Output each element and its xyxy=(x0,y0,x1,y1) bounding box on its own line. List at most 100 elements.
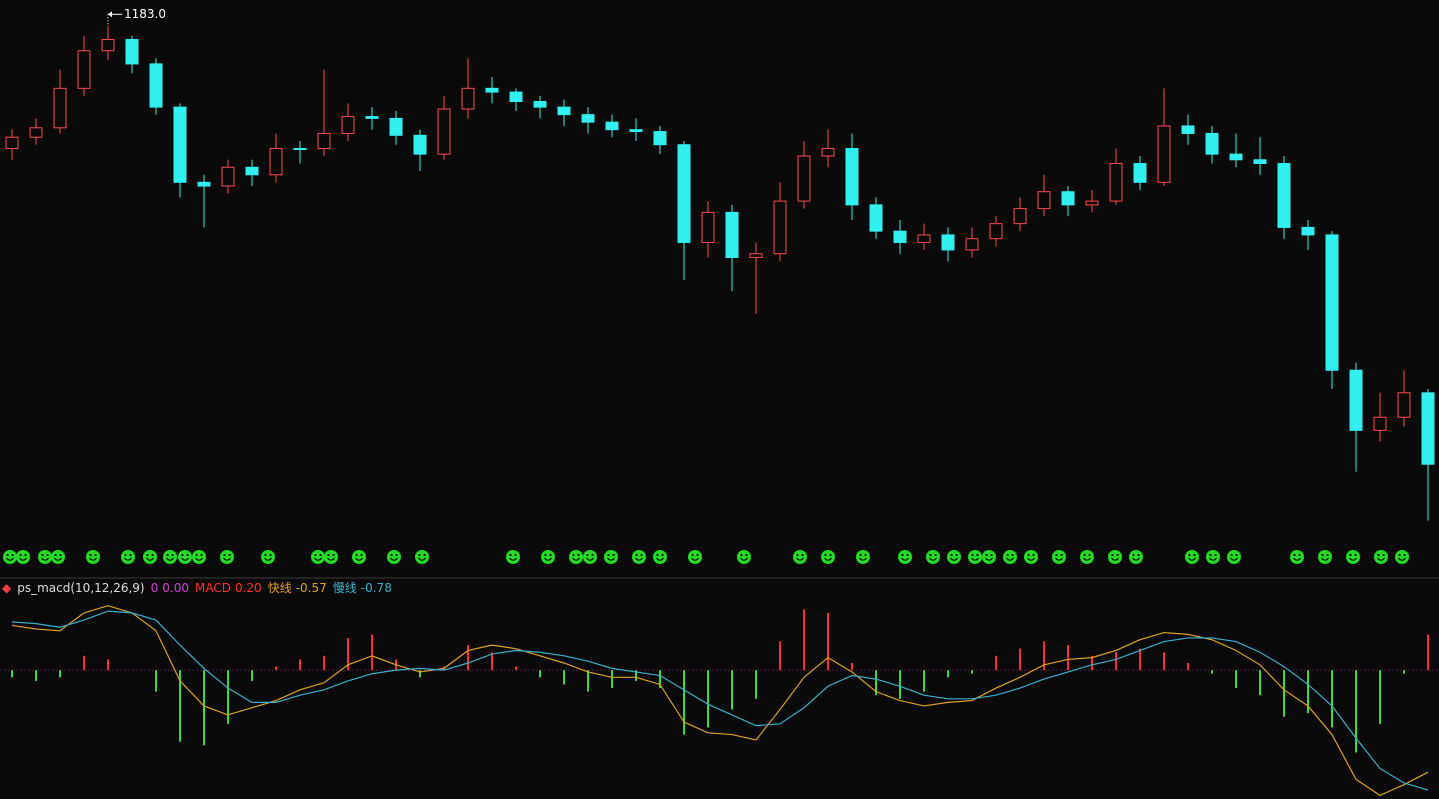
smiley-face xyxy=(261,550,275,564)
smiley-mouth xyxy=(509,557,517,561)
legend-name: 慢线 xyxy=(332,581,357,595)
smiley-mouth xyxy=(6,557,14,561)
legend-name: MACD xyxy=(194,581,231,595)
smiley-mouth xyxy=(41,557,49,561)
smiley-mouth xyxy=(859,557,867,561)
smiley-face xyxy=(1003,550,1017,564)
smiley-mouth xyxy=(418,557,426,561)
smiley-face xyxy=(51,550,65,564)
smiley-eye xyxy=(327,553,330,557)
candle-body xyxy=(773,200,787,255)
smiley-eye xyxy=(46,553,49,557)
smiley-face xyxy=(793,550,807,564)
smiley-face xyxy=(1374,550,1388,564)
smiley-eye xyxy=(59,553,62,557)
smiley-eye xyxy=(195,553,198,557)
smiley-face xyxy=(3,550,17,564)
smiley-eye xyxy=(41,553,44,557)
candle-body xyxy=(485,87,499,93)
smiley-mouth xyxy=(824,557,832,561)
smiley-face xyxy=(324,550,338,564)
smiley-face xyxy=(16,550,30,564)
smiley-mouth xyxy=(124,557,132,561)
smiley-eye xyxy=(635,553,638,557)
candle-body xyxy=(1277,163,1291,228)
candle-body xyxy=(317,132,331,149)
smiley-eye xyxy=(950,553,953,557)
smiley-eye xyxy=(124,553,127,557)
candle-body xyxy=(1205,132,1219,155)
smiley-eye xyxy=(332,553,335,557)
smiley-eye xyxy=(166,553,169,557)
smiley-mouth xyxy=(89,557,97,561)
smiley-eye xyxy=(740,553,743,557)
smiley-face xyxy=(653,550,667,564)
smiley-mouth xyxy=(971,557,979,561)
smiley-eye xyxy=(572,553,575,557)
smiley-face xyxy=(583,550,597,564)
smiley-mouth xyxy=(181,557,189,561)
smiley-face xyxy=(220,550,234,564)
smiley-mouth xyxy=(166,557,174,561)
candle-body xyxy=(1061,191,1075,206)
legend-entry: 0 0.00 xyxy=(151,580,189,596)
smiley-eye xyxy=(696,553,699,557)
smiley-eye xyxy=(801,553,804,557)
smiley-mouth xyxy=(1188,557,1196,561)
candle-body xyxy=(29,127,43,138)
smiley-face xyxy=(982,550,996,564)
smiley-eye xyxy=(146,553,149,557)
smiley-mouth xyxy=(223,557,231,561)
smiley-mouth xyxy=(985,557,993,561)
candle-body xyxy=(413,134,427,155)
annotation-label: 1183.0 xyxy=(124,7,166,21)
smiley-eye xyxy=(612,553,615,557)
smiley-eye xyxy=(1214,553,1217,557)
smiley-eye xyxy=(319,553,322,557)
smiley-eye xyxy=(200,553,203,557)
smiley-eye xyxy=(661,553,664,557)
annotation-arrowhead xyxy=(108,11,112,18)
candle-body xyxy=(989,223,1003,240)
smiley-face xyxy=(1395,550,1409,564)
smiley-face xyxy=(898,550,912,564)
smiley-eye xyxy=(1027,553,1030,557)
smiley-face xyxy=(1108,550,1122,564)
smiley-eye xyxy=(1230,553,1233,557)
smiley-eye xyxy=(509,553,512,557)
candle-body xyxy=(293,147,307,150)
smiley-mouth xyxy=(146,557,154,561)
smiley-eye xyxy=(1188,553,1191,557)
smiley-mouth xyxy=(390,557,398,561)
smiley-face xyxy=(1290,550,1304,564)
legend-marker: ◆ xyxy=(2,581,12,595)
smiley-eye xyxy=(1298,553,1301,557)
candle-body xyxy=(797,155,811,202)
candle-body xyxy=(1229,153,1243,161)
smiley-eye xyxy=(228,553,231,557)
candle-body xyxy=(437,108,451,155)
smiley-eye xyxy=(355,553,358,557)
candle-body xyxy=(581,114,595,123)
candle-body xyxy=(845,147,859,206)
legend-name: 快线 xyxy=(267,581,292,595)
smiley-face xyxy=(506,550,520,564)
smiley-mouth xyxy=(796,557,804,561)
candle-body xyxy=(509,91,523,102)
smiley-eye xyxy=(1382,553,1385,557)
smiley-eye xyxy=(1132,553,1135,557)
smiley-eye xyxy=(1055,553,1058,557)
smiley-face xyxy=(1129,550,1143,564)
legend-value: -0.57 xyxy=(295,581,327,595)
smiley-mouth xyxy=(572,557,580,561)
smiley-eye xyxy=(360,553,363,557)
smiley-eye xyxy=(745,553,748,557)
smiley-eye xyxy=(390,553,393,557)
candle-body xyxy=(149,63,163,108)
signal-icons xyxy=(3,550,1409,564)
smiley-eye xyxy=(264,553,267,557)
smiley-mouth xyxy=(586,557,594,561)
smiley-eye xyxy=(929,553,932,557)
candle-body xyxy=(1109,163,1123,202)
smiley-mouth xyxy=(740,557,748,561)
